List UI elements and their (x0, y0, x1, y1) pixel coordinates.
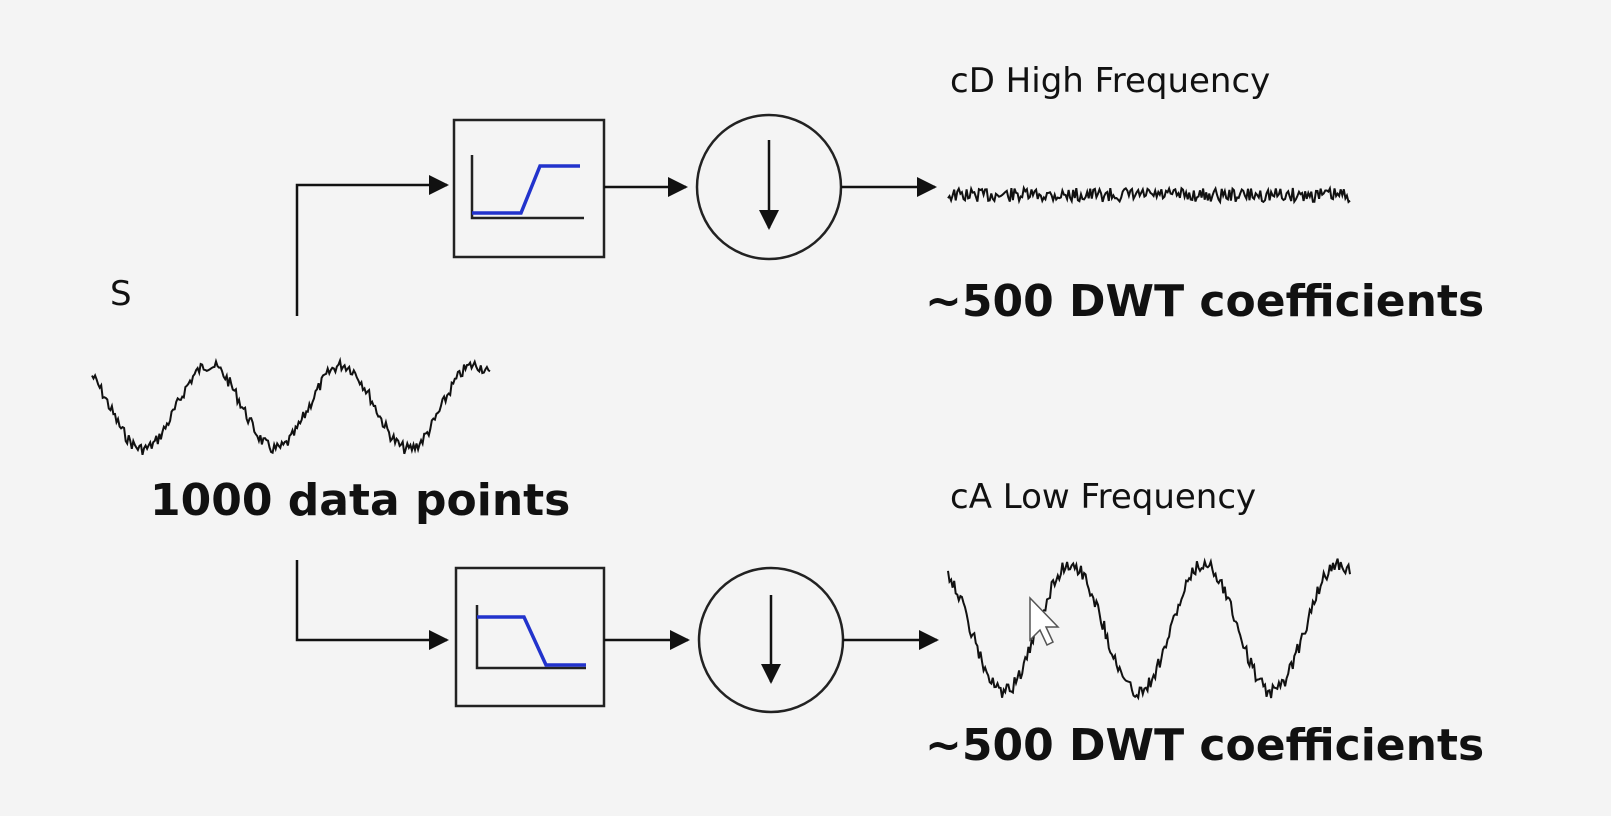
input-signal-waveform (91, 356, 491, 456)
high-pass-filter-icon (452, 118, 606, 259)
detail-coefficients-waveform (947, 184, 1351, 205)
approx-coeffs-label: ~500 DWT coefficients (925, 720, 1484, 771)
signal-label: S (110, 274, 132, 314)
low-pass-filter-icon (454, 566, 606, 708)
bottom-branch-connector (295, 560, 449, 650)
top-downsample-arrow-icon (695, 113, 843, 261)
data-points-label: 1000 data points (150, 475, 570, 526)
bottom-downsample-arrow-icon (697, 566, 845, 714)
top-branch-connector (295, 175, 449, 316)
approx-coefficients-waveform (947, 557, 1351, 701)
mouse-cursor-icon (1029, 596, 1060, 647)
approx-label: cA Low Frequency (950, 477, 1256, 517)
detail-label: cD High Frequency (950, 61, 1270, 101)
detail-coeffs-label: ~500 DWT coefficients (925, 276, 1484, 327)
